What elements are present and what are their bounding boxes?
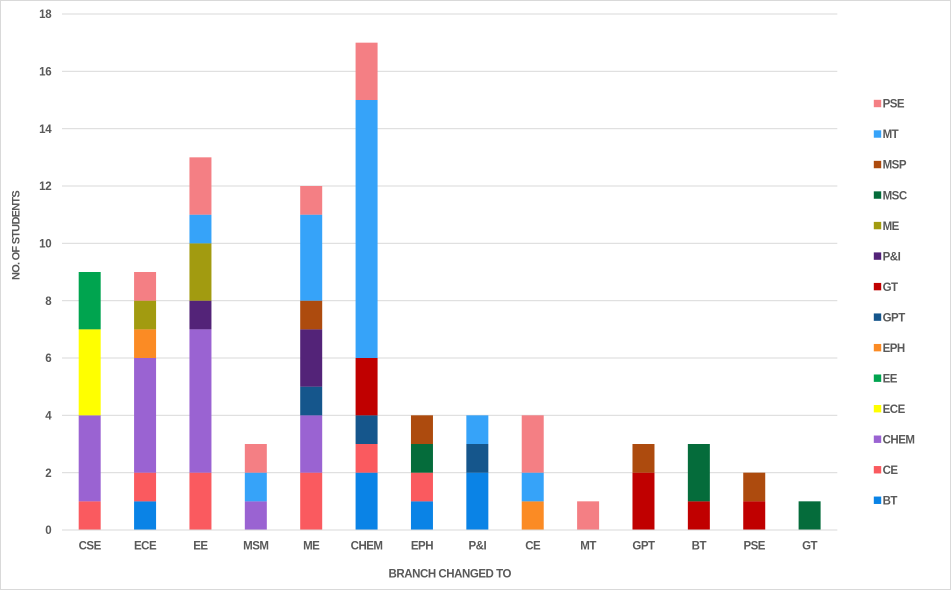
svg-text:12: 12 (39, 181, 51, 193)
svg-text:EPH: EPH (411, 540, 433, 552)
svg-text:MT: MT (580, 540, 596, 552)
svg-text:GPT: GPT (632, 540, 655, 552)
svg-text:CSE: CSE (79, 540, 102, 552)
svg-text:NO. OF STUDENTS: NO. OF STUDENTS (11, 191, 23, 280)
svg-text:PSE: PSE (743, 540, 765, 552)
svg-text:ME: ME (303, 540, 320, 552)
svg-text:GPT: GPT (883, 312, 906, 324)
svg-text:BT: BT (692, 540, 707, 552)
svg-text:PSE: PSE (883, 99, 905, 111)
svg-text:BRANCH CHANGED TO: BRANCH CHANGED TO (389, 568, 512, 580)
svg-text:18: 18 (39, 9, 52, 21)
svg-text:P&I: P&I (883, 251, 901, 263)
svg-text:EPH: EPH (883, 343, 905, 355)
svg-text:4: 4 (45, 410, 52, 422)
svg-text:10: 10 (39, 238, 51, 250)
svg-text:GT: GT (883, 282, 898, 294)
svg-text:ECE: ECE (883, 404, 906, 416)
svg-text:GT: GT (802, 540, 817, 552)
svg-text:CHEM: CHEM (351, 540, 383, 552)
svg-text:CHEM: CHEM (883, 434, 915, 446)
svg-text:CE: CE (525, 540, 541, 552)
svg-text:MSC: MSC (883, 190, 907, 202)
svg-text:CE: CE (883, 465, 899, 477)
svg-text:8: 8 (45, 296, 52, 308)
svg-text:0: 0 (45, 525, 51, 537)
svg-text:MSM: MSM (243, 540, 268, 552)
svg-text:BT: BT (883, 495, 898, 507)
svg-text:ECE: ECE (134, 540, 157, 552)
svg-text:6: 6 (45, 353, 51, 365)
svg-text:MSP: MSP (883, 160, 907, 172)
svg-text:14: 14 (39, 124, 52, 136)
svg-text:2: 2 (45, 468, 51, 480)
svg-text:EE: EE (883, 373, 898, 385)
svg-text:MT: MT (883, 129, 899, 141)
svg-text:ME: ME (883, 221, 900, 233)
svg-text:16: 16 (39, 66, 51, 78)
svg-text:EE: EE (193, 540, 208, 552)
svg-text:P&I: P&I (469, 540, 487, 552)
